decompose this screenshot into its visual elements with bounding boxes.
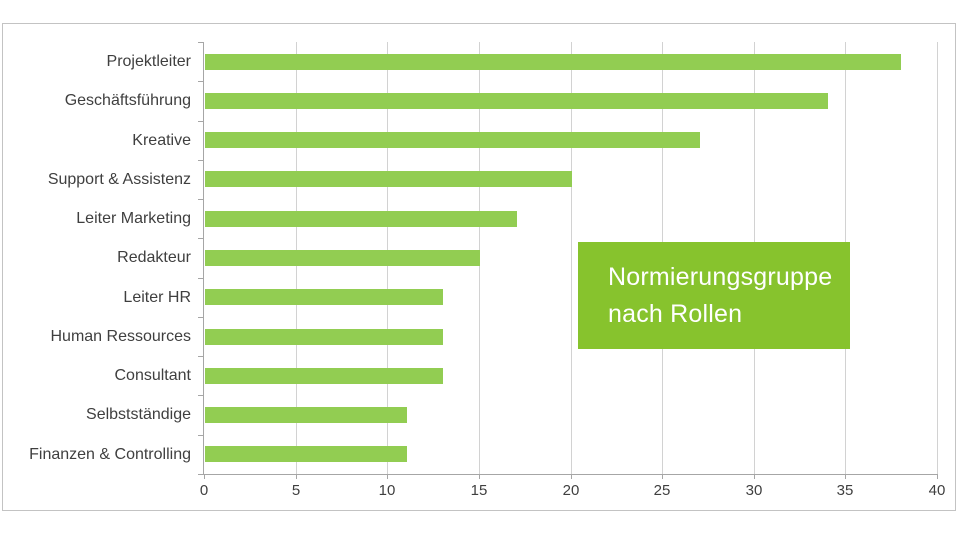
annotation-box: Normierungsgruppe nach Rollen xyxy=(578,242,850,349)
y-axis-tick xyxy=(198,160,204,161)
category-label: Leiter HR xyxy=(123,288,191,306)
y-axis-tick xyxy=(198,435,204,436)
y-axis-tick xyxy=(198,199,204,200)
bar xyxy=(205,368,443,384)
annotation-line-1: Normierungsgruppe xyxy=(608,263,833,291)
bar xyxy=(205,407,407,423)
x-tick-label: 15 xyxy=(470,482,488,499)
x-tick-label: 40 xyxy=(928,482,946,499)
x-tick-label: 20 xyxy=(562,482,580,499)
y-axis-tick xyxy=(198,81,204,82)
category-label: Kreative xyxy=(132,131,191,149)
x-axis-tick xyxy=(571,474,572,479)
category-label: Leiter Marketing xyxy=(76,209,191,227)
y-axis-tick xyxy=(198,395,204,396)
category-label: Human Ressources xyxy=(50,327,192,345)
bar xyxy=(205,171,572,187)
annotation-line-2: nach Rollen xyxy=(608,300,743,328)
y-axis-tick xyxy=(198,356,204,357)
x-axis-tick xyxy=(845,474,846,479)
x-tick-label: 25 xyxy=(653,482,671,499)
x-axis-tick xyxy=(937,474,938,479)
category-label: Geschäftsführung xyxy=(64,91,191,109)
category-label: Selbstständige xyxy=(86,405,191,423)
category-label: Projektleiter xyxy=(106,52,191,70)
y-axis-tick xyxy=(198,317,204,318)
x-axis-tick xyxy=(479,474,480,479)
y-axis-tick xyxy=(198,238,204,239)
category-label: Finanzen & Controlling xyxy=(29,445,191,463)
category-label: Redakteur xyxy=(117,248,191,266)
bar xyxy=(205,250,480,266)
x-axis-tick xyxy=(662,474,663,479)
bar xyxy=(205,54,901,70)
y-axis-tick xyxy=(198,121,204,122)
x-axis-tick xyxy=(296,474,297,479)
gridline xyxy=(937,42,938,474)
x-axis-tick xyxy=(204,474,205,479)
x-tick-label: 30 xyxy=(745,482,763,499)
bar xyxy=(205,93,828,109)
category-label: Support & Assistenz xyxy=(47,170,191,188)
bar xyxy=(205,446,407,462)
plot-area: 0 5 10 15 20 25 30 35 40 xyxy=(198,42,945,499)
chart-frame: 0 5 10 15 20 25 30 35 40 Normierungsgruppe nach … xyxy=(2,23,956,511)
y-axis-tick xyxy=(198,42,204,43)
x-tick-label: 35 xyxy=(836,482,854,499)
x-axis-tick xyxy=(754,474,755,479)
bar xyxy=(205,211,517,227)
y-axis-tick xyxy=(198,278,204,279)
bar xyxy=(205,289,443,305)
x-tick-label: 0 xyxy=(199,482,209,499)
gridline xyxy=(571,42,572,474)
x-tick-label: 10 xyxy=(378,482,396,499)
x-tick-label: 5 xyxy=(291,482,301,499)
category-label: Consultant xyxy=(114,366,192,384)
bar xyxy=(205,132,700,148)
bar xyxy=(205,329,443,345)
y-axis-tick xyxy=(198,474,204,475)
x-axis-tick xyxy=(387,474,388,479)
